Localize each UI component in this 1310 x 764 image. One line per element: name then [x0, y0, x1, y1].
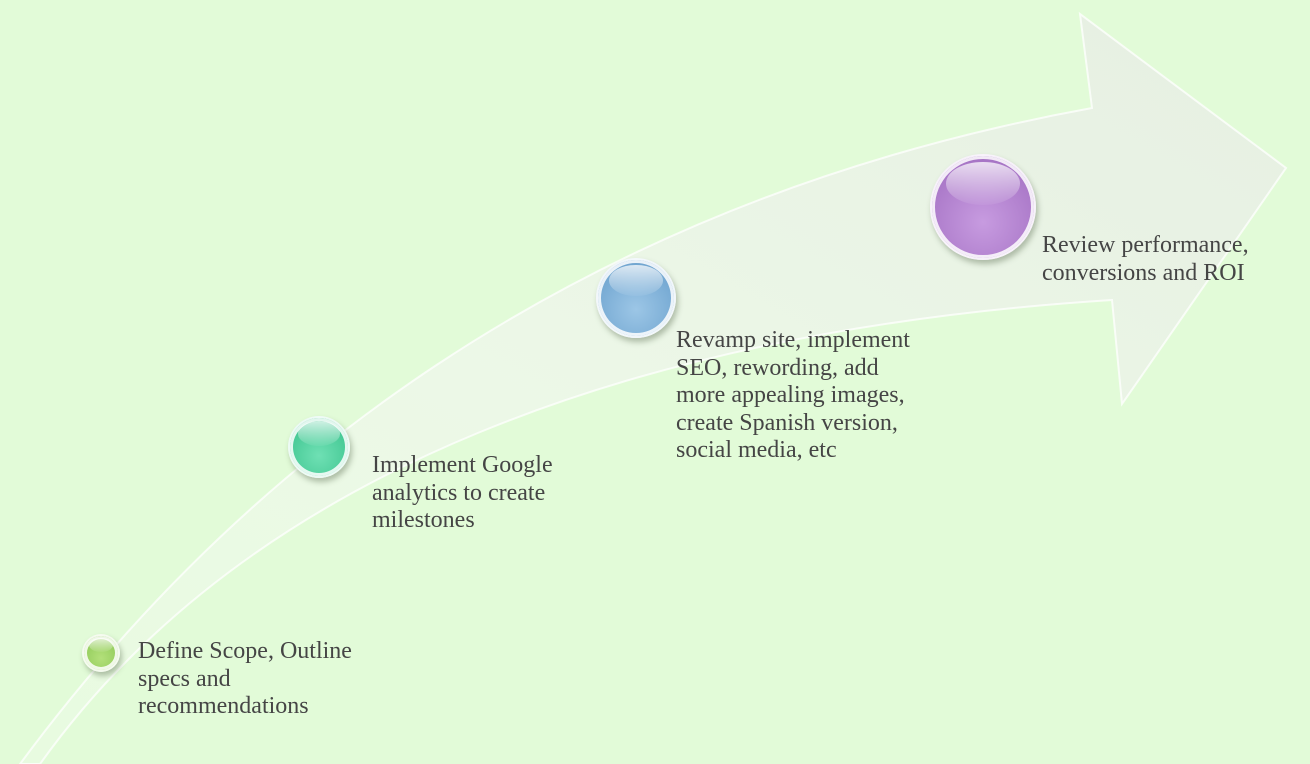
step-2-label: Implement Google analytics to create mil…	[372, 452, 553, 533]
step-3-marker	[596, 258, 676, 338]
step-2-marker	[288, 416, 350, 478]
step-4-marker	[930, 154, 1036, 260]
step-3-label: Revamp site, implement SEO, rewording, a…	[676, 327, 910, 463]
step-1-label: Define Scope, Outline specs and recommen…	[138, 638, 352, 719]
step-4-label: Review performance, conversions and ROI	[1042, 232, 1249, 286]
step-1-marker	[82, 634, 120, 672]
